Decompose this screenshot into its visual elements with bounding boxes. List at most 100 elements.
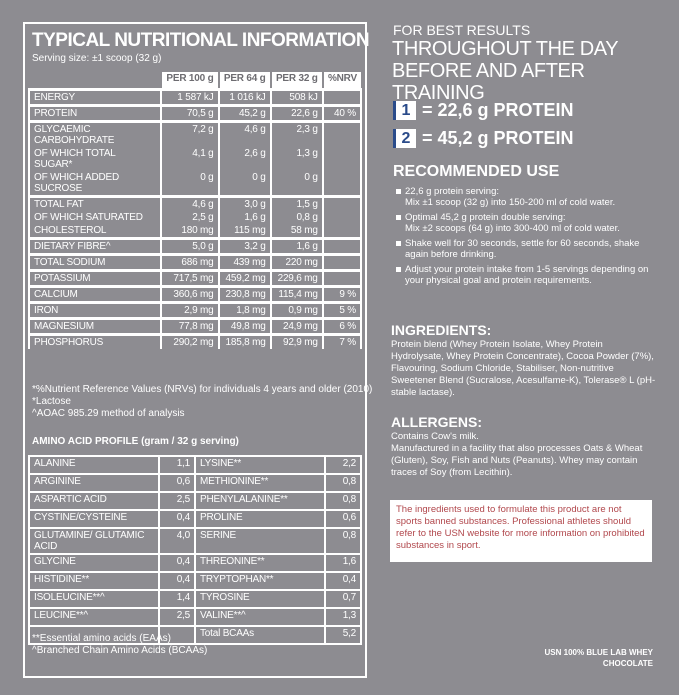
product-line: USN 100% BLUE LAB WHEY: [544, 648, 653, 657]
nutrient-row: MAGNESIUM 77,8 mg 49,8 mg 24,9 mg 6 %: [28, 317, 363, 335]
amino-row: ASPARTIC ACID 2,5 PHENYLALANINE** 0,8: [28, 491, 362, 511]
nutrient-value: 70,5 g: [160, 104, 220, 122]
nutrient-value: 459,2 mg: [217, 269, 272, 287]
nutrient-value: 58 mg: [269, 224, 324, 239]
nutrition-panel: [23, 22, 367, 678]
nutrient-label: PROTEIN: [28, 104, 162, 122]
nutrient-label: DIETARY FIBRE^: [28, 237, 162, 255]
nutrient-value: 45,2 g: [217, 104, 272, 122]
amino-value: 1,3: [324, 607, 362, 627]
amino-value: 0,4: [158, 553, 196, 573]
nutrient-value: 0 g: [269, 171, 324, 197]
serving-protein: = 22,6 g PROTEIN: [422, 99, 574, 120]
nutrient-value: 180 mg: [160, 224, 220, 239]
nutrient-label: MAGNESIUM: [28, 317, 162, 335]
recommended-item: 22,6 g protein serving: Mix ±1 scoop (32 …: [395, 186, 655, 208]
nutrient-nrv: [321, 237, 363, 255]
ingredients-text: Protein blend (Whey Protein Isolate, Whe…: [391, 339, 656, 398]
nutrient-value: 5,0 g: [160, 237, 220, 255]
recommended-item: Optimal 45,2 g protein double serving: Mi…: [395, 212, 655, 234]
amino-value: [158, 625, 196, 645]
nutrient-value: 92,9 mg: [269, 333, 324, 349]
nutrient-row: OF WHICH TOTAL SUGAR* 4,1 g 2,6 g 1,3 g: [28, 147, 363, 171]
nutrient-value: 1 587 kJ: [160, 88, 220, 106]
amino-name: VALINE**^: [194, 607, 326, 627]
nutrient-nrv: [321, 88, 363, 106]
recommended-line: 22,6 g protein serving:: [405, 186, 500, 197]
footnote: **Essential amino acids (EAAs): [32, 633, 171, 644]
amino-row: HISTIDINE** 0,4 TRYPTOPHAN** 0,4: [28, 571, 362, 591]
nutrient-value: 3,0 g: [217, 195, 272, 211]
nutrient-value: 4,6 g: [160, 195, 220, 211]
amino-value: 1,6: [324, 553, 362, 573]
nutrient-value: 1,5 g: [269, 195, 324, 211]
nutrient-row: POTASSIUM 717,5 mg 459,2 mg 229,6 mg: [28, 269, 363, 287]
nutrient-row: TOTAL FAT 4,6 g 3,0 g 1,5 g: [28, 195, 363, 211]
nutrient-value: 22,6 g: [269, 104, 324, 122]
amino-name: ALANINE: [28, 455, 160, 475]
amino-name: LYSINE**: [194, 455, 326, 475]
recommended-line: Optimal 45,2 g protein double serving:: [405, 212, 566, 223]
amino-title: AMINO ACID PROFILE (gram / 32 g serving): [32, 436, 239, 447]
nutrient-label: OF WHICH ADDED SUCROSE: [28, 171, 162, 197]
amino-value: 1,4: [158, 589, 196, 609]
nutrient-value: 2,3 g: [269, 120, 324, 147]
amino-name: CYSTINE/CYSTEINE: [28, 509, 160, 529]
nutrient-value: 49,8 mg: [217, 317, 272, 335]
amino-name: TRYPTOPHAN**: [194, 571, 326, 591]
serving-row: 1 = 22,6 g PROTEIN: [393, 96, 574, 124]
nutrient-row: IRON 2,9 mg 1,8 mg 0,9 mg 5 %: [28, 301, 363, 319]
header-cell: %NRV: [321, 72, 361, 90]
nutrition-title: TYPICAL NUTRITIONAL INFORMATION: [32, 30, 370, 51]
nutrient-row: DIETARY FIBRE^ 5,0 g 3,2 g 1,6 g: [28, 237, 363, 255]
nutrient-value: 1,6 g: [217, 211, 272, 224]
amino-row: ARGININE 0,6 METHIONINE** 0,8: [28, 473, 362, 493]
nutrient-value: 1,8 mg: [217, 301, 272, 319]
amino-name: Total BCAAs: [194, 625, 326, 645]
amino-name: THREONINE**: [194, 553, 326, 573]
nutrient-nrv: 5 %: [321, 301, 363, 319]
amino-value: 0,4: [158, 571, 196, 591]
nutrient-nrv: [321, 195, 363, 211]
footnote: ^AOAC 985.29 method of analysis: [32, 408, 185, 419]
amino-name: HISTIDINE**: [28, 571, 160, 591]
amino-value: 0,4: [158, 509, 196, 529]
nutrient-nrv: [321, 147, 363, 171]
nutrient-value: 360,6 mg: [160, 285, 220, 303]
nutrient-label: PHOSPHORUS: [28, 333, 162, 349]
amino-name: ARGININE: [28, 473, 160, 493]
nutrient-value: 0 g: [160, 171, 220, 197]
header-cell: [29, 72, 161, 90]
amino-name: ASPARTIC ACID: [28, 491, 160, 511]
nutrient-label: CALCIUM: [28, 285, 162, 303]
nutrient-value: 2,6 g: [217, 147, 272, 171]
nutrient-value: 508 kJ: [269, 88, 324, 106]
notice: The ingredients used to formulate this p…: [390, 500, 652, 562]
nutrient-value: 686 mg: [160, 253, 220, 271]
footnote: *Lactose: [32, 396, 71, 407]
servings: 1 = 22,6 g PROTEIN 2 = 45,2 g PROTEIN: [393, 96, 574, 152]
intro: FOR BEST RESULTS: [393, 22, 531, 38]
nutrient-value: 290,2 mg: [160, 333, 220, 349]
nutrient-value: 7,2 g: [160, 120, 220, 147]
amino-value: 2,5: [158, 607, 196, 627]
nutrient-row: CHOLESTEROL 180 mg 115 mg 58 mg: [28, 224, 363, 239]
nutrient-label: ENERGY: [28, 88, 162, 106]
amino-name: GLUTAMINE/ GLUTAMIC ACID: [28, 527, 160, 555]
amino-name: PROLINE: [194, 509, 326, 529]
nutrient-row: CALCIUM 360,6 mg 230,8 mg 115,4 mg 9 %: [28, 285, 363, 303]
nutrient-value: 185,8 mg: [217, 333, 272, 349]
nutrient-nrv: 40 %: [321, 104, 363, 122]
amino-footnotes: **Essential amino acids (EAAs) ^Branched …: [32, 633, 207, 657]
nutrient-value: 115 mg: [217, 224, 272, 239]
nutrient-label: CHOLESTEROL: [28, 224, 162, 239]
nutrient-nrv: [321, 224, 363, 239]
nutrient-value: 1,6 g: [269, 237, 324, 255]
nutrient-value: 0,8 g: [269, 211, 324, 224]
nutrient-value: 0 g: [217, 171, 272, 197]
amino-row: ISOLEUCINE**^ 1,4 TYROSINE 0,7: [28, 589, 362, 609]
nutrient-row: PHOSPHORUS 290,2 mg 185,8 mg 92,9 mg 7 %: [28, 333, 363, 349]
nutrient-value: 717,5 mg: [160, 269, 220, 287]
nutrient-nrv: 6 %: [321, 317, 363, 335]
